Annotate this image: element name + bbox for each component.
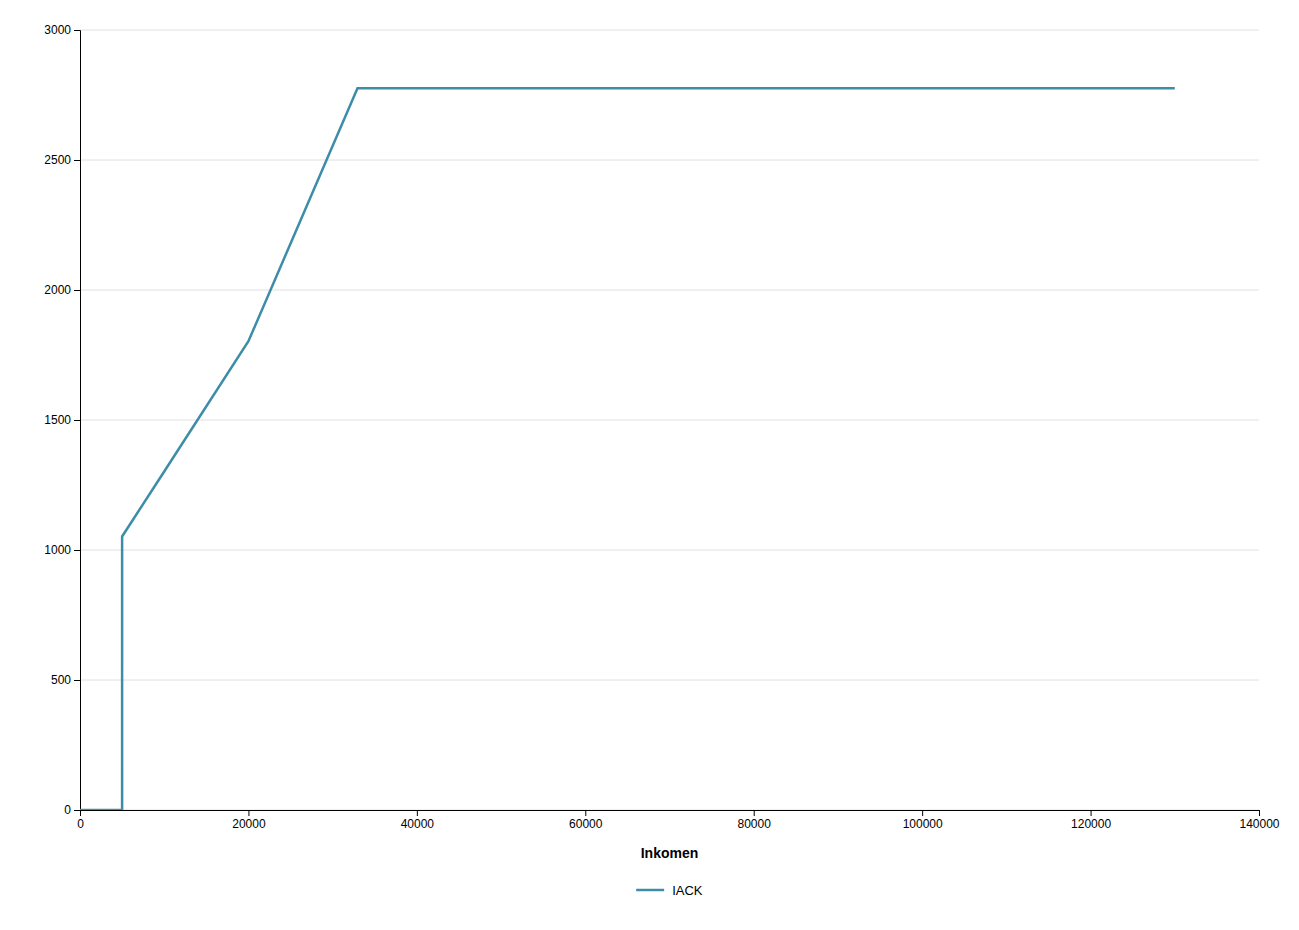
tick-mark [1091,810,1092,816]
tick: 500 [51,673,80,687]
tick: 20000 [232,810,266,831]
tick-label: 40000 [401,817,435,831]
tick-mark [417,810,418,816]
tick-mark [248,810,249,816]
tick-mark [74,290,80,291]
tick-label: 20000 [232,817,266,831]
tick: 0 [77,810,84,831]
tick-mark [74,30,80,31]
tick-mark [74,810,80,811]
tick-label: 60000 [569,817,603,831]
tick-mark [74,680,80,681]
tick-mark [922,810,923,816]
tick-mark [74,420,80,421]
tick: 2500 [44,153,80,167]
legend-label: IACK [672,883,703,898]
tick-mark [754,810,755,816]
y-axis: 0 500 1000 1500 2000 2500 3000 [44,23,80,817]
tick: 3000 [44,23,80,37]
tick: 1000 [44,543,80,557]
tick-mark [74,550,80,551]
tick-label: 80000 [738,817,772,831]
tick-label: 1000 [44,543,71,557]
tick: 60000 [569,810,603,831]
grid [80,30,1259,810]
tick: 140000 [1239,810,1279,831]
tick: 100000 [903,810,943,831]
grid-line [80,290,1259,291]
grid-line [80,160,1259,161]
tick: 40000 [401,810,435,831]
grid-line [80,680,1259,681]
grid-line [80,420,1259,421]
line [80,88,1175,810]
legend-swatch [636,889,664,892]
marks [80,88,1175,810]
tick: 1500 [44,413,80,427]
tick-label: 2000 [44,283,71,297]
tick: 80000 [738,810,772,831]
grid-line [80,550,1259,551]
axis-line [74,31,81,811]
tick-label: 2500 [44,153,71,167]
tick-mark [1259,810,1260,816]
tick: 2000 [44,283,80,297]
tick: 0 [64,803,80,817]
tick-label: 0 [64,803,71,817]
tick-label: 140000 [1239,817,1279,831]
tick-label: 500 [51,673,71,687]
x-axis: 0 20000 40000 60000 80000 100000 120000 140000 [77,810,1280,831]
tick-label: 100000 [903,817,943,831]
axis-line [81,811,1260,817]
tick-mark [585,810,586,816]
legend: IACK [636,883,703,898]
grid-line [80,30,1259,31]
tick-label: 1500 [44,413,71,427]
tick-label: 3000 [44,23,71,37]
chart: 0200004000060000800001000001200001400000… [0,0,1299,930]
tick-mark [74,160,80,161]
plot: 0200004000060000800001000001200001400000… [44,23,1280,897]
tick-label: 0 [77,817,84,831]
tick-label: 120000 [1071,817,1111,831]
x-axis-title: Inkomen [641,845,699,861]
legend-item: IACK [636,883,703,898]
tick: 120000 [1071,810,1111,831]
